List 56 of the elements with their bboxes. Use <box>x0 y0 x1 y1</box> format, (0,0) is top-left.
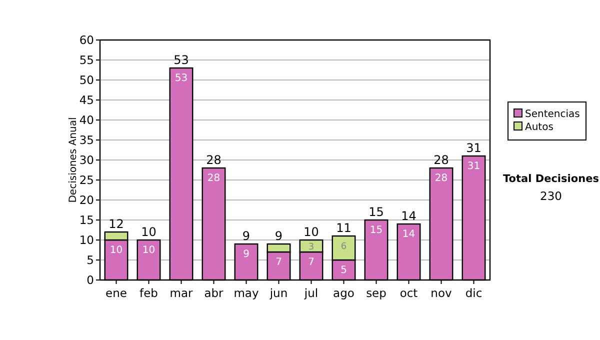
data-label: 7 <box>276 257 282 268</box>
data-label: 28 <box>434 173 448 184</box>
y-tick-label: 20 <box>79 193 94 207</box>
x-tick-label: jul <box>303 286 318 300</box>
total-label: 9 <box>274 229 283 243</box>
total-label: 28 <box>206 153 222 167</box>
total-label: 11 <box>336 221 352 235</box>
total-label: 10 <box>141 225 156 239</box>
total-label: 15 <box>368 205 384 219</box>
data-label: 7 <box>308 257 314 268</box>
y-tick-label: 5 <box>86 253 94 267</box>
x-tick-label: abr <box>204 286 224 300</box>
data-label: 31 <box>467 161 480 172</box>
x-tick-label: feb <box>140 286 158 300</box>
x-tick-label: may <box>234 286 259 300</box>
legend-label: Sentencias <box>525 109 580 120</box>
y-tick-label: 15 <box>79 213 94 227</box>
total-label: 28 <box>434 153 449 167</box>
data-label: 3 <box>308 242 314 252</box>
x-tick-label: oct <box>400 286 418 300</box>
y-tick-label: 30 <box>79 153 94 167</box>
y-tick-label: 35 <box>79 133 94 147</box>
y-tick-label: 10 <box>79 233 94 247</box>
y-axis-title: Decisiones Anual <box>68 117 79 203</box>
text: 230 <box>540 189 562 203</box>
total-label: 12 <box>108 217 124 231</box>
data-label: 15 <box>370 225 383 236</box>
y-tick-label: 60 <box>79 33 94 47</box>
total-label: 9 <box>242 229 250 243</box>
text: Total Decisiones <box>503 173 599 185</box>
x-tick-label: mar <box>170 286 194 300</box>
y-tick-label: 55 <box>79 53 94 67</box>
x-tick-label: nov <box>430 286 452 300</box>
total-label: 10 <box>304 225 319 239</box>
data-label: 9 <box>243 249 250 260</box>
data-label: 53 <box>174 73 188 84</box>
data-label: 14 <box>402 229 416 240</box>
total-label: 53 <box>174 53 189 67</box>
x-tick-label: ene <box>106 286 127 300</box>
total-label: 31 <box>466 141 482 155</box>
data-label: 5 <box>340 265 347 276</box>
data-label: 10 <box>110 245 123 256</box>
data-label: 28 <box>207 173 220 184</box>
y-tick-label: 45 <box>79 93 94 107</box>
total-label: 14 <box>401 209 416 223</box>
y-tick-label: 25 <box>79 173 94 187</box>
y-tick-label: 50 <box>79 73 94 87</box>
data-label: 10 <box>142 245 156 256</box>
x-tick-label: jun <box>268 286 288 300</box>
data-label: 6 <box>340 242 347 252</box>
x-tick-label: dic <box>465 286 482 300</box>
legend-label: Autos <box>525 122 554 133</box>
y-tick-label: 40 <box>79 113 94 127</box>
x-tick-label: sep <box>366 286 386 300</box>
x-tick-label: ago <box>333 286 354 300</box>
y-tick-label: 0 <box>86 273 94 287</box>
